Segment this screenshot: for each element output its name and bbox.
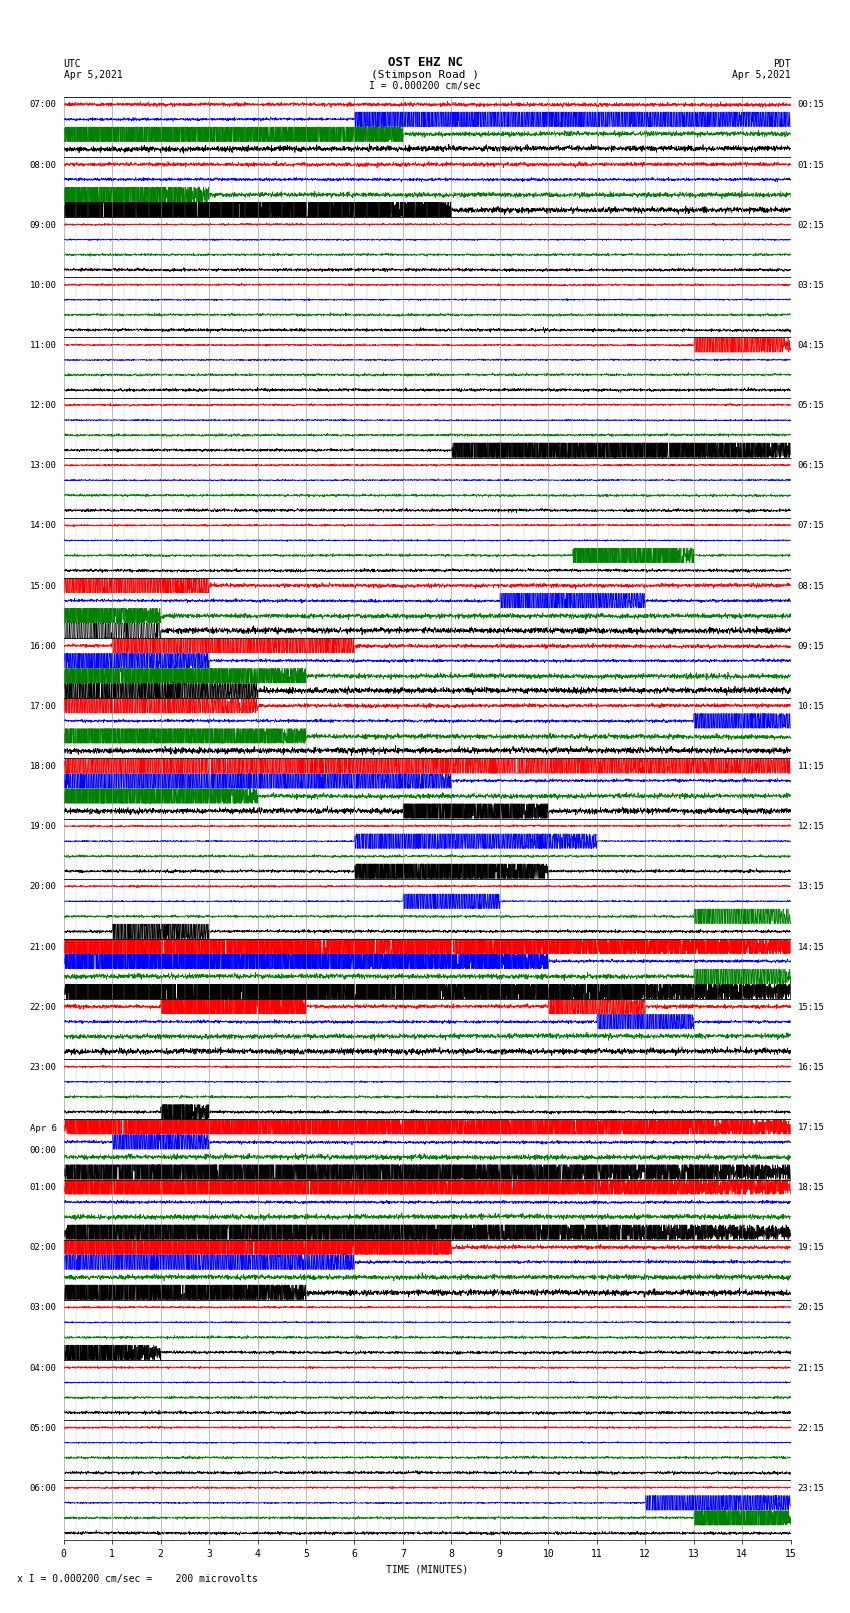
Text: 12:15: 12:15 [798, 823, 824, 831]
Text: 15:15: 15:15 [798, 1003, 824, 1011]
Text: 12:00: 12:00 [30, 402, 56, 410]
Text: PDT: PDT [773, 58, 790, 69]
Text: 01:00: 01:00 [30, 1182, 56, 1192]
Text: 02:00: 02:00 [30, 1244, 56, 1252]
Text: 00:00: 00:00 [30, 1147, 56, 1155]
Text: 07:00: 07:00 [30, 100, 56, 110]
X-axis label: TIME (MINUTES): TIME (MINUTES) [386, 1565, 468, 1574]
Text: 01:15: 01:15 [798, 161, 824, 169]
Text: Apr 5,2021: Apr 5,2021 [64, 69, 122, 79]
Text: 00:15: 00:15 [798, 100, 824, 110]
Text: 17:15: 17:15 [798, 1123, 824, 1132]
Text: 18:15: 18:15 [798, 1182, 824, 1192]
Text: 04:00: 04:00 [30, 1363, 56, 1373]
Text: 19:00: 19:00 [30, 823, 56, 831]
Text: (Stimpson Road ): (Stimpson Road ) [371, 69, 479, 79]
Text: 18:00: 18:00 [30, 761, 56, 771]
Text: 22:00: 22:00 [30, 1003, 56, 1011]
Text: UTC: UTC [64, 58, 82, 69]
Text: 15:00: 15:00 [30, 582, 56, 590]
Text: 20:15: 20:15 [798, 1303, 824, 1313]
Text: 03:00: 03:00 [30, 1303, 56, 1313]
Text: 16:15: 16:15 [798, 1063, 824, 1071]
Text: 07:15: 07:15 [798, 521, 824, 531]
Text: 02:15: 02:15 [798, 221, 824, 229]
Text: 23:00: 23:00 [30, 1063, 56, 1071]
Text: 13:00: 13:00 [30, 461, 56, 471]
Text: 23:15: 23:15 [798, 1484, 824, 1494]
Text: x I = 0.000200 cm/sec =    200 microvolts: x I = 0.000200 cm/sec = 200 microvolts [17, 1574, 258, 1584]
Text: 17:00: 17:00 [30, 702, 56, 711]
Text: 08:00: 08:00 [30, 161, 56, 169]
Text: 21:15: 21:15 [798, 1363, 824, 1373]
Text: 09:15: 09:15 [798, 642, 824, 650]
Text: 06:15: 06:15 [798, 461, 824, 471]
Text: 14:15: 14:15 [798, 942, 824, 952]
Text: 03:15: 03:15 [798, 281, 824, 290]
Text: I = 0.000200 cm/sec: I = 0.000200 cm/sec [369, 81, 481, 90]
Text: 22:15: 22:15 [798, 1424, 824, 1432]
Text: 11:15: 11:15 [798, 761, 824, 771]
Text: 10:00: 10:00 [30, 281, 56, 290]
Text: OST EHZ NC: OST EHZ NC [388, 55, 462, 69]
Text: 20:00: 20:00 [30, 882, 56, 892]
Text: 11:00: 11:00 [30, 340, 56, 350]
Text: 19:15: 19:15 [798, 1244, 824, 1252]
Text: Apr 6: Apr 6 [30, 1124, 56, 1134]
Text: Apr 5,2021: Apr 5,2021 [732, 69, 791, 79]
Text: 10:15: 10:15 [798, 702, 824, 711]
Text: 08:15: 08:15 [798, 582, 824, 590]
Text: 21:00: 21:00 [30, 942, 56, 952]
Text: 13:15: 13:15 [798, 882, 824, 892]
Text: 04:15: 04:15 [798, 340, 824, 350]
Text: 16:00: 16:00 [30, 642, 56, 650]
Text: 09:00: 09:00 [30, 221, 56, 229]
Text: 06:00: 06:00 [30, 1484, 56, 1494]
Text: 14:00: 14:00 [30, 521, 56, 531]
Text: 05:15: 05:15 [798, 402, 824, 410]
Text: 05:00: 05:00 [30, 1424, 56, 1432]
